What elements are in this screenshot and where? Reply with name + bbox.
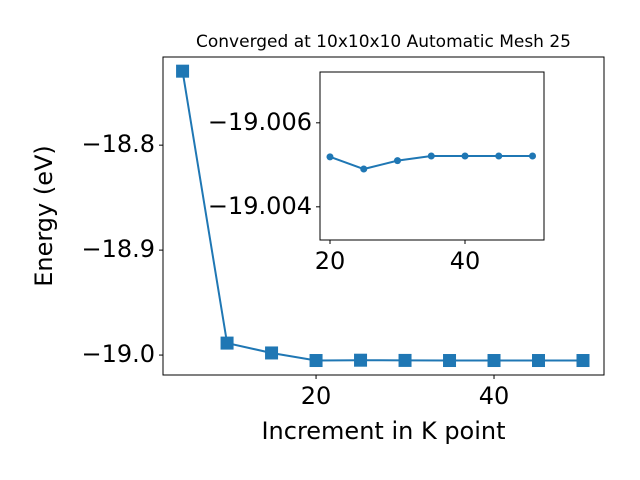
marker [532,354,546,368]
marker [495,152,503,160]
marker [360,165,368,173]
axes-frame [319,71,545,241]
marker [394,157,402,165]
y-tick-label: −19.004 [208,192,312,220]
marker [354,353,368,367]
marker [326,153,334,161]
chart-title: Converged at 10x10x10 Automatic Mesh 25 [196,32,571,52]
x-tick-label: 40 [450,247,481,275]
marker [576,354,590,368]
x-tick-label: 40 [479,382,510,410]
marker [461,152,469,160]
x-axis-label: Increment in K point [261,417,505,445]
marker [220,336,234,350]
y-tick-label: −18.8 [81,130,155,158]
line [181,71,583,362]
marker [265,346,279,360]
marker [309,354,323,368]
marker [487,354,501,368]
marker [443,354,457,368]
axes-frame [162,56,605,376]
x-tick-label: 20 [315,247,346,275]
x-tick-label: 20 [301,382,332,410]
y-tick-label: −18.9 [81,235,155,263]
marker [427,152,435,160]
marker [398,353,412,367]
marker [176,64,190,78]
y-tick-label: −19.006 [208,108,312,136]
y-axis-label: Energy (eV) [30,145,58,287]
marker [529,152,537,160]
y-tick-label: −19.0 [81,340,155,368]
